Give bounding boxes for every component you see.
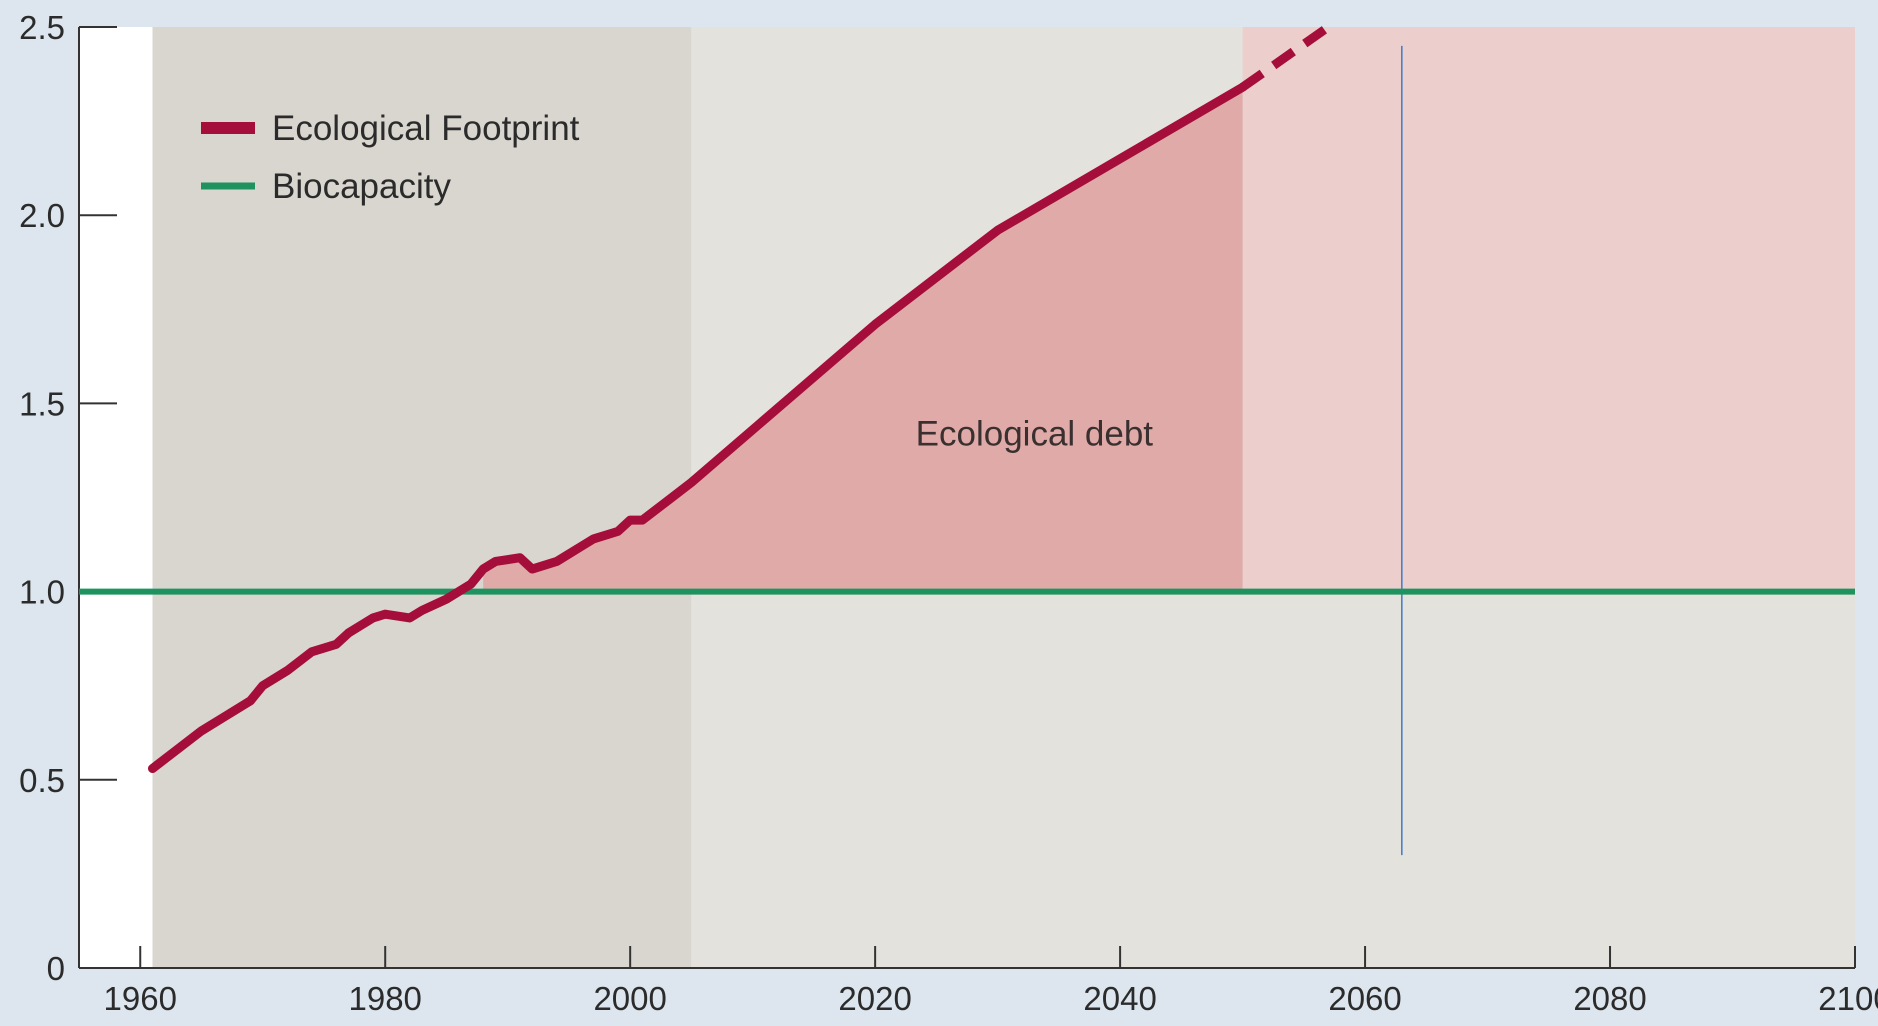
- x-tick-label: 2100: [1818, 980, 1878, 1017]
- x-tick-label: 2000: [593, 980, 666, 1017]
- y-tick-label: 0: [47, 950, 65, 987]
- x-tick-label: 2040: [1083, 980, 1156, 1017]
- y-tick-label: 1.0: [19, 574, 65, 611]
- x-tick-label: 1960: [104, 980, 177, 1017]
- x-tick-label: 1980: [348, 980, 421, 1017]
- ecological-footprint-line: [147, 82, 1248, 774]
- x-tick-label: 2080: [1573, 980, 1646, 1017]
- annotation-ecological-debt: Ecological debt: [916, 415, 1154, 454]
- y-tick-label: 2.5: [19, 9, 65, 46]
- legend-label: Ecological Footprint: [272, 109, 580, 148]
- x-tick-label: 2020: [838, 980, 911, 1017]
- x-tick-label: 2060: [1328, 980, 1401, 1017]
- overshoot-projection-region: [1242, 27, 1855, 592]
- y-tick-label: 2.0: [19, 197, 65, 234]
- legend-label: Biocapacity: [272, 167, 451, 206]
- ecological-footprint-projection: [1239, 23, 1331, 91]
- y-tick-label: 0.5: [19, 762, 65, 799]
- y-tick-label: 1.5: [19, 385, 65, 422]
